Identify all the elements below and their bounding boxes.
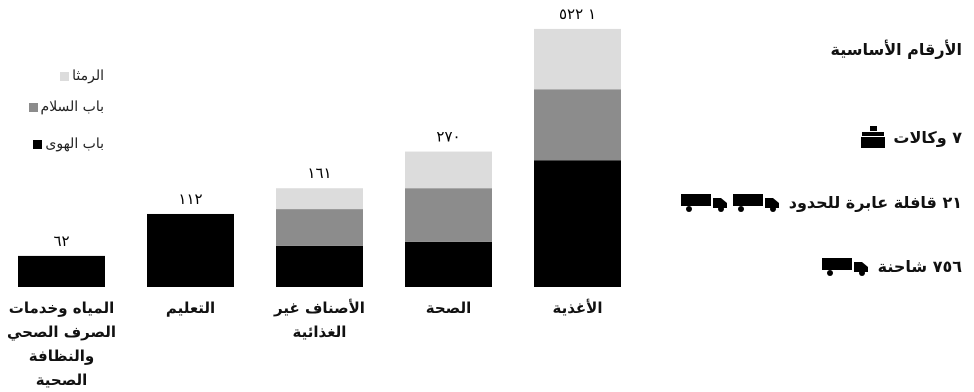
page: ٦٢ ١١٢ ١٦١ ٢٧٠ ١ ٥٢٢ الرمثا باب السلام باب اله… (7, 5, 963, 389)
total-label: ١٦١ (307, 164, 331, 182)
x-tick-label: التعليم (165, 299, 216, 317)
x-tick-label: الأغذية (552, 299, 603, 317)
legend-label: الرمثا (72, 68, 104, 84)
bar-segment (405, 151, 492, 189)
truck-icon (821, 258, 868, 276)
agency-icon (861, 126, 886, 148)
legend-label: باب السلام (40, 99, 104, 115)
bar-segment (534, 89, 621, 161)
bar-segment (276, 209, 363, 246)
legend-swatch (60, 71, 70, 81)
total-label: ١ ٥٢٢ (559, 5, 596, 23)
x-tick-label: الصحة (425, 299, 472, 317)
key-figure: ٧ وكالات (861, 126, 962, 148)
bar-segment (534, 28, 621, 90)
key-figure: ٧٥٦ شاحنة (821, 256, 962, 276)
x-tick-label: المياه وخدمات الصرف الصحي والنظافة الصحي… (6, 299, 117, 389)
legend-item: الرمثا (60, 68, 104, 84)
bar-segment (147, 213, 234, 287)
key-figure: ٢١ قافلة عابرة للحدود (680, 192, 962, 212)
panel-title: الأرقام الأساسية (830, 40, 963, 59)
bar-segment (405, 241, 492, 287)
legend-swatch (33, 139, 43, 149)
legend-swatch (28, 102, 38, 112)
bar-segment (276, 245, 363, 287)
bar-segment (405, 188, 492, 242)
chart: ٦٢ ١١٢ ١٦١ ٢٧٠ ١ ٥٢٢ (18, 5, 621, 287)
bar-segment (534, 160, 621, 287)
legend-item: باب السلام (28, 99, 104, 115)
x-tick-label: الأصناف غير الغذائية (274, 299, 365, 341)
key-figure-text: ٧ وكالات (893, 127, 962, 147)
total-label: ١١٢ (178, 190, 202, 208)
total-label: ٢٧٠ (436, 128, 460, 146)
convoy-icon (680, 194, 779, 212)
key-figure-text: ٢١ قافلة عابرة للحدود (788, 192, 962, 212)
bar-segment (18, 255, 105, 287)
legend-label: باب الهوى (45, 136, 104, 152)
legend-item: باب الهوى (33, 136, 104, 152)
key-figure-text: ٧٥٦ شاحنة (877, 256, 962, 276)
total-label: ٦٢ (53, 232, 69, 250)
bar-segment (276, 188, 363, 210)
